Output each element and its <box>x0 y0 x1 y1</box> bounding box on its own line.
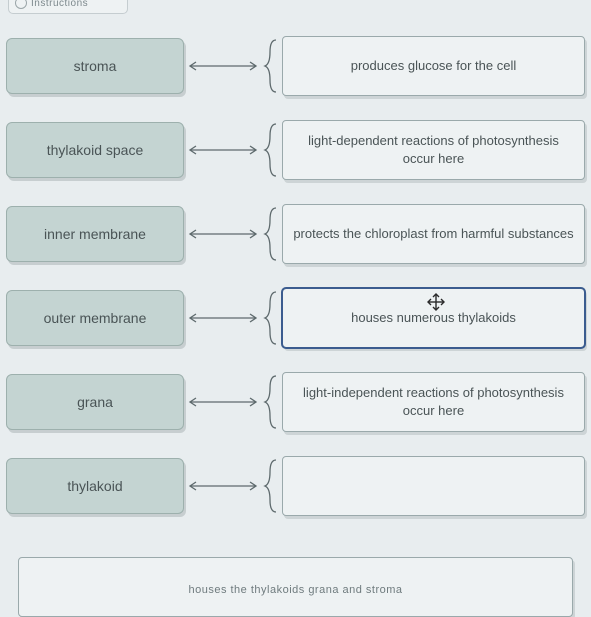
match-row: stroma produces glucose for the cell <box>6 24 585 108</box>
double-arrow-icon <box>184 308 262 328</box>
term-tile[interactable]: inner membrane <box>6 206 184 262</box>
brace-icon <box>262 456 282 516</box>
definition-slot[interactable]: produces glucose for the cell <box>282 36 585 96</box>
answer-bank-text: houses the thylakoids grana and stroma <box>188 584 402 596</box>
definition-slot[interactable] <box>282 456 585 516</box>
term-tile[interactable]: thylakoid space <box>6 122 184 178</box>
match-row: inner membrane protects the chloroplast … <box>6 192 585 276</box>
matching-rows: stroma produces glucose for the cellthyl… <box>6 24 585 528</box>
definition-slot[interactable]: protects the chloroplast from harmful su… <box>282 204 585 264</box>
brace-icon <box>262 372 282 432</box>
brace-icon <box>262 288 282 348</box>
match-row: thylakoid <box>6 444 585 528</box>
definition-slot[interactable]: light-dependent reactions of photosynthe… <box>282 120 585 180</box>
definition-slot[interactable]: houses numerous thylakoids <box>282 288 585 348</box>
instructions-pill: Instructions <box>8 0 128 14</box>
answer-bank-item[interactable]: houses the thylakoids grana and stroma <box>18 557 573 617</box>
brace-icon <box>262 36 282 96</box>
double-arrow-icon <box>184 224 262 244</box>
brace-icon <box>262 204 282 264</box>
double-arrow-icon <box>184 476 262 496</box>
term-tile[interactable]: grana <box>6 374 184 430</box>
match-row: outer membrane houses numerous thylakoid… <box>6 276 585 360</box>
double-arrow-icon <box>184 56 262 76</box>
match-row: thylakoid space light-dependent reaction… <box>6 108 585 192</box>
brace-icon <box>262 120 282 180</box>
double-arrow-icon <box>184 392 262 412</box>
double-arrow-icon <box>184 140 262 160</box>
term-tile[interactable]: thylakoid <box>6 458 184 514</box>
definition-slot[interactable]: light-independent reactions of photosynt… <box>282 372 585 432</box>
match-row: grana light-independent reactions of pho… <box>6 360 585 444</box>
term-tile[interactable]: stroma <box>6 38 184 94</box>
term-tile[interactable]: outer membrane <box>6 290 184 346</box>
instructions-label: Instructions <box>31 0 88 9</box>
